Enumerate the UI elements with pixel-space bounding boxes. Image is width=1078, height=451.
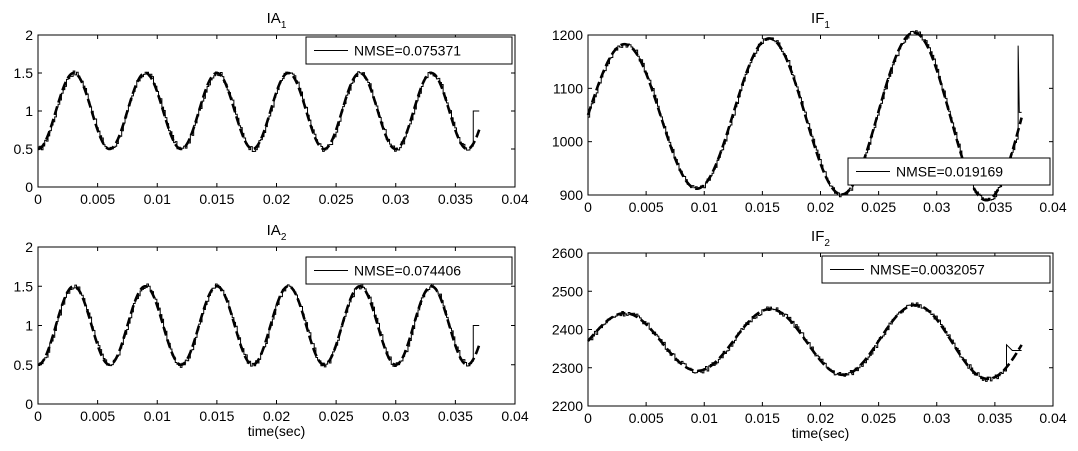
y-tick-label: 2200	[552, 398, 583, 414]
x-tick-label: 0.015	[199, 408, 234, 424]
y-tick-label: 2300	[552, 360, 583, 376]
y-tick-label: 1	[25, 318, 33, 334]
y-tick-label: 1000	[552, 134, 583, 150]
legend-label: NMSE=0.0032057	[870, 262, 985, 278]
y-tick-label: 2500	[552, 283, 583, 299]
subplot-title: IF2	[811, 228, 830, 249]
x-tick-label: 0.015	[745, 410, 780, 426]
x-tick-label: 0.035	[438, 408, 473, 424]
x-tick-label: 0.015	[199, 191, 234, 207]
x-tick-label: 0	[584, 199, 592, 215]
x-tick-label: 0.01	[144, 191, 171, 207]
subplot-4: 0 0.005 0.01 0.015 0.02 0.025 0.03 0.035 0.04 220…	[552, 228, 1067, 441]
subplot-3: 0 0.005 0.01 0.015 0.02 0.025 0.03 0.035 0.04 0 0.…	[14, 222, 529, 439]
x-tick-label: 0.025	[319, 408, 354, 424]
y-tick-label: 1	[25, 103, 33, 119]
subplot-title: IA2	[267, 222, 287, 243]
x-tick-label: 0.035	[438, 191, 473, 207]
x-tick-label: 0	[34, 191, 42, 207]
legend-label: NMSE=0.074406	[354, 263, 461, 279]
series-measured-line	[588, 30, 1022, 201]
y-tick-label: 2	[25, 239, 33, 255]
x-tick-label: 0	[584, 410, 592, 426]
y-tick-label: 0	[25, 179, 33, 195]
y-tick-label: 1.5	[14, 65, 34, 81]
x-tick-label: 0.005	[629, 199, 664, 215]
x-tick-label: 0.035	[977, 410, 1012, 426]
x-tick-label: 0.02	[263, 408, 290, 424]
series-measured-line	[38, 283, 480, 368]
x-tick-label: 0.015	[745, 199, 780, 215]
y-tick-label: 2600	[552, 245, 583, 261]
x-tick-label: 0.04	[501, 191, 528, 207]
x-tick-label: 0	[34, 408, 42, 424]
x-tick-label: 0.03	[382, 408, 409, 424]
subplot-1: 0 0.005 0.01 0.015 0.02 0.025 0.03 0.035 0.04 0 0.…	[14, 10, 529, 207]
y-tick-label: 2	[25, 27, 33, 43]
x-tick-label: 0.035	[977, 199, 1012, 215]
x-tick-label: 0.025	[319, 191, 354, 207]
x-tick-label: 0.005	[80, 191, 115, 207]
x-axis-label: time(sec)	[248, 423, 306, 439]
legend: NMSE=0.019169	[847, 157, 1051, 186]
x-tick-label: 0.01	[691, 199, 718, 215]
subplot-title: IF1	[811, 10, 830, 31]
series-measured-line	[588, 302, 1022, 382]
y-tick-label: 1.5	[14, 278, 34, 294]
x-tick-label: 0.005	[629, 410, 664, 426]
x-tick-label: 0.03	[382, 191, 409, 207]
x-tick-label: 0.01	[144, 408, 171, 424]
subplot-title: IA1	[267, 10, 287, 31]
legend: NMSE=0.0032057	[821, 255, 1051, 284]
y-tick-label: 0	[25, 396, 33, 412]
legend-label: NMSE=0.019169	[896, 164, 1003, 180]
series-estimate-line	[586, 31, 1023, 202]
x-tick-label: 0.02	[263, 191, 290, 207]
y-tick-label: 0.5	[14, 141, 34, 157]
y-tick-label: 900	[560, 187, 584, 203]
x-tick-label: 0.01	[691, 410, 718, 426]
series-measured-line	[38, 70, 480, 153]
x-tick-label: 0.04	[1039, 410, 1066, 426]
x-tick-label: 0.005	[80, 408, 115, 424]
x-tick-label: 0.04	[1039, 199, 1066, 215]
legend: NMSE=0.075371	[305, 36, 513, 65]
x-axis-label: time(sec)	[792, 425, 850, 441]
y-tick-label: 1200	[552, 27, 583, 43]
legend: NMSE=0.074406	[305, 256, 513, 285]
x-tick-label: 0.025	[861, 410, 896, 426]
y-tick-label: 0.5	[14, 357, 34, 373]
y-tick-label: 2400	[552, 322, 583, 338]
x-tick-label: 0.02	[807, 199, 834, 215]
x-tick-label: 0.04	[501, 408, 528, 424]
x-tick-label: 0.025	[861, 199, 896, 215]
x-tick-label: 0.03	[923, 410, 950, 426]
x-tick-label: 0.02	[807, 410, 834, 426]
subplot-2: 0 0.005 0.01 0.015 0.02 0.025 0.03 0.035 0.04 900…	[552, 10, 1067, 215]
x-tick-label: 0.03	[923, 199, 950, 215]
legend-label: NMSE=0.075371	[354, 43, 461, 59]
y-tick-label: 1100	[553, 80, 583, 96]
